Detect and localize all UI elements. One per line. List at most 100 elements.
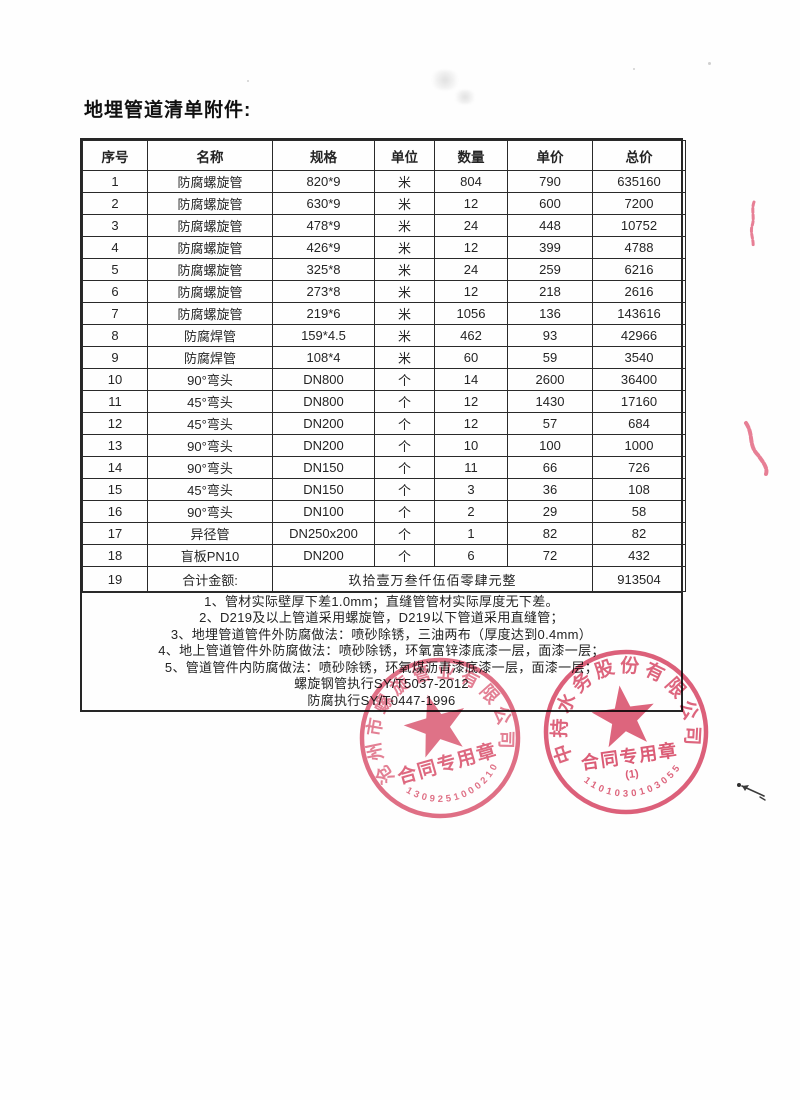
table-cell: DN200 bbox=[272, 412, 375, 435]
stamp-right-serial: 1101030103055 bbox=[580, 762, 686, 806]
table-cell: 100 bbox=[507, 434, 593, 457]
notes-section: 1、管材实际壁厚下差1.0mm；直缝管管材实际厚度无下差。 2、D219及以上管… bbox=[82, 592, 681, 710]
table-cell: 3 bbox=[434, 478, 508, 501]
table-row: 11 45°弯头 DN800 个 12 1430 17160 bbox=[82, 390, 686, 413]
table-cell: DN800 bbox=[272, 390, 375, 413]
table-cell: 36 bbox=[507, 478, 593, 501]
table-row: 2 防腐螺旋管 630*9 米 12 600 7200 bbox=[82, 192, 686, 215]
table-cell: 2 bbox=[434, 500, 508, 523]
table-row: 18 盲板PN10 DN200 个 6 72 432 bbox=[82, 544, 686, 567]
table-cell: 米 bbox=[374, 170, 435, 193]
table-cell: 159*4.5 bbox=[272, 324, 375, 347]
table-cell: 16 bbox=[82, 500, 148, 523]
table-cell: 45°弯头 bbox=[147, 390, 273, 413]
table-cell: 325*8 bbox=[272, 258, 375, 281]
table-cell: 820*9 bbox=[272, 170, 375, 193]
table-cell: 4 bbox=[82, 236, 148, 259]
total-row-seq: 19 bbox=[82, 566, 148, 592]
column-header-spec: 规格 bbox=[272, 140, 375, 171]
table-cell: 684 bbox=[592, 412, 686, 435]
table-cell: 143616 bbox=[592, 302, 686, 325]
table-row: 9 防腐焊管 108*4 米 60 59 3540 bbox=[82, 346, 686, 369]
total-row-label: 合计金额: bbox=[147, 566, 273, 592]
table-cell: 异径管 bbox=[147, 522, 273, 545]
table-cell: 米 bbox=[374, 214, 435, 237]
table-cell: 60 bbox=[434, 346, 508, 369]
table-row: 1 防腐螺旋管 820*9 米 804 790 635160 bbox=[82, 170, 686, 193]
note-line: 防腐执行SY/T0447-1996 bbox=[307, 692, 456, 708]
note-line: 3、地埋管道管件外防腐做法：喷砂除锈，三油两布（厚度达到0.4mm） bbox=[170, 626, 593, 642]
table-cell: 726 bbox=[592, 456, 686, 479]
table-cell: 个 bbox=[374, 544, 435, 567]
table-cell: 个 bbox=[374, 368, 435, 391]
stamp-left-serial: 1309251000210 bbox=[402, 760, 507, 817]
table-cell: 防腐螺旋管 bbox=[147, 170, 273, 193]
table-cell: 1056 bbox=[434, 302, 508, 325]
red-ink-edge-mark bbox=[749, 200, 756, 249]
table-cell: 45°弯头 bbox=[147, 478, 273, 501]
table-cell: 59 bbox=[507, 346, 593, 369]
table-cell: DN200 bbox=[272, 544, 375, 567]
note-line: 4、地上管道管件外防腐做法：喷砂除锈，环氧富锌漆底漆一层，面漆一层； bbox=[158, 643, 605, 659]
table-cell: 432 bbox=[592, 544, 686, 567]
table-cell: 218 bbox=[507, 280, 593, 303]
table-cell: 米 bbox=[374, 302, 435, 325]
table-cell: 42966 bbox=[592, 324, 686, 347]
table-cell: 防腐焊管 bbox=[147, 346, 273, 369]
table-row: 10 90°弯头 DN800 个 14 2600 36400 bbox=[82, 368, 686, 391]
table-cell: 盲板PN10 bbox=[147, 544, 273, 567]
table-cell: 米 bbox=[374, 258, 435, 281]
table-cell: 个 bbox=[374, 500, 435, 523]
table-cell: 259 bbox=[507, 258, 593, 281]
table-cell: 1000 bbox=[592, 434, 686, 457]
table-row: 14 90°弯头 DN150 个 11 66 726 bbox=[82, 456, 686, 479]
table-cell: 12 bbox=[434, 280, 508, 303]
table-row: 5 防腐螺旋管 325*8 米 24 259 6216 bbox=[82, 258, 686, 281]
stamp-right-line: 合同专用章 bbox=[580, 739, 679, 773]
table-cell: 17 bbox=[82, 522, 148, 545]
column-header-total: 总价 bbox=[592, 140, 686, 171]
table-cell: 12 bbox=[434, 192, 508, 215]
inventory-table: 序号 名称 规格 单位 数量 单价 总价 1 防腐螺旋管 820*9 米 804 790 6… bbox=[82, 140, 686, 592]
table-cell: 14 bbox=[434, 368, 508, 391]
stamp-right-sub-number: (1) bbox=[624, 768, 639, 782]
table-cell: 3 bbox=[82, 214, 148, 237]
total-row: 19 合计金额: 玖拾壹万叁仟伍佰零肆元整 913504 bbox=[82, 566, 686, 592]
table-cell: 72 bbox=[507, 544, 593, 567]
column-header-name: 名称 bbox=[147, 140, 273, 171]
table-row: 12 45°弯头 DN200 个 12 57 684 bbox=[82, 412, 686, 435]
table-cell: 米 bbox=[374, 280, 435, 303]
table-row: 8 防腐焊管 159*4.5 米 462 93 42966 bbox=[82, 324, 686, 347]
column-header-qty: 数量 bbox=[434, 140, 508, 171]
note-line: 5、管道管件内防腐做法：喷砂除锈，环氧煤沥青漆底漆一层，面漆一层； bbox=[164, 659, 599, 675]
table-row: 3 防腐螺旋管 478*9 米 24 448 10752 bbox=[82, 214, 686, 237]
table-cell: 13 bbox=[82, 434, 148, 457]
table-cell: 防腐螺旋管 bbox=[147, 302, 273, 325]
table-cell: 7200 bbox=[592, 192, 686, 215]
table-body: 1 防腐螺旋管 820*9 米 804 790 635160 2 防腐螺旋管 630*9 米 12 60… bbox=[82, 170, 686, 567]
table-cell: 600 bbox=[507, 192, 593, 215]
table-cell: 1 bbox=[434, 522, 508, 545]
table-cell: 57 bbox=[507, 412, 593, 435]
table-cell: 15 bbox=[82, 478, 148, 501]
table-cell: 14 bbox=[82, 456, 148, 479]
table-cell: 12 bbox=[82, 412, 148, 435]
table-cell: 93 bbox=[507, 324, 593, 347]
table-cell: DN800 bbox=[272, 368, 375, 391]
table-cell: 10752 bbox=[592, 214, 686, 237]
table-cell: 12 bbox=[434, 412, 508, 435]
table-cell: 8 bbox=[82, 324, 148, 347]
table-cell: 3540 bbox=[592, 346, 686, 369]
table-cell: 24 bbox=[434, 258, 508, 281]
table-cell: 58 bbox=[592, 500, 686, 523]
table-cell: 478*9 bbox=[272, 214, 375, 237]
svg-text:1309251000210: 1309251000210 bbox=[402, 760, 507, 817]
table-cell: 9 bbox=[82, 346, 148, 369]
table-header-row: 序号 名称 规格 单位 数量 单价 总价 bbox=[82, 140, 686, 171]
table-cell: 426*9 bbox=[272, 236, 375, 259]
table-cell: 273*8 bbox=[272, 280, 375, 303]
table-cell: 219*6 bbox=[272, 302, 375, 325]
table-cell: 防腐螺旋管 bbox=[147, 280, 273, 303]
table-cell: 防腐螺旋管 bbox=[147, 236, 273, 259]
scan-smudge bbox=[452, 90, 478, 104]
